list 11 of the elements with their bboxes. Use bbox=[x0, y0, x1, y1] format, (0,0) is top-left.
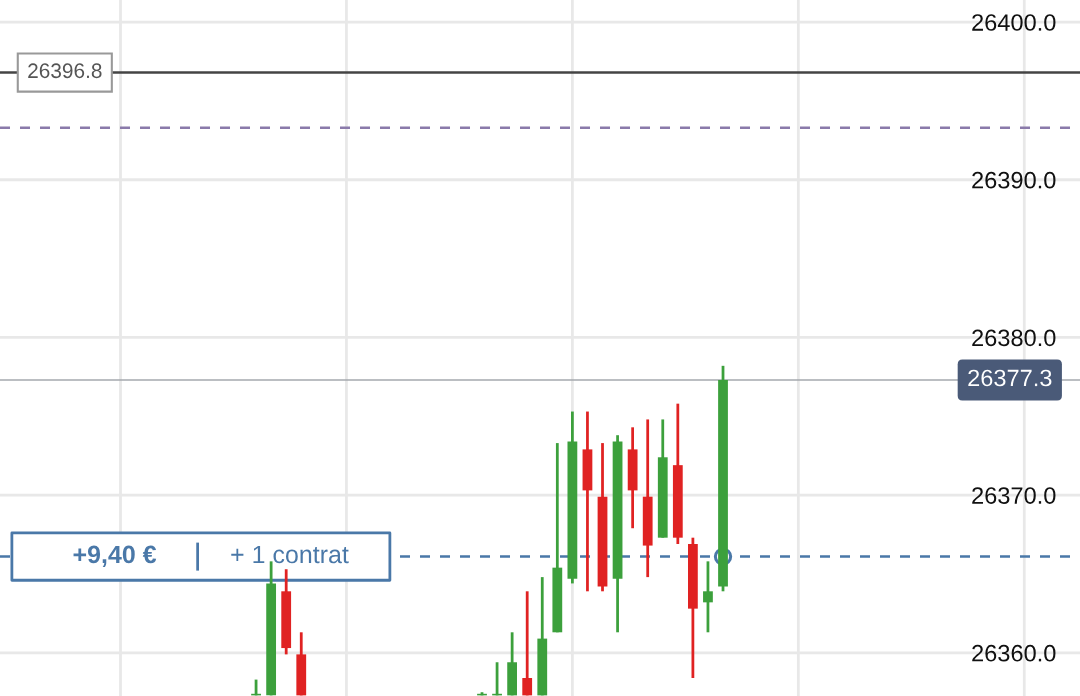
candlestick bbox=[703, 559, 713, 634]
y-tick-label: 26390.0 bbox=[972, 171, 1056, 189]
y-tick-label: 26400.0 bbox=[972, 14, 1056, 31]
y-tick-label: 26360.0 bbox=[972, 644, 1056, 662]
annotation: + 1 contrat bbox=[231, 545, 349, 564]
ref-line-label: 26377.3 bbox=[968, 369, 1052, 387]
ref-line-label: +9,40 € bbox=[73, 545, 157, 567]
y-tick-label: 26380.0 bbox=[972, 329, 1056, 347]
y-tick-label: 26370.0 bbox=[972, 487, 1056, 504]
candlestick bbox=[522, 589, 533, 696]
ref-line-label: 26396.8 bbox=[28, 63, 102, 79]
